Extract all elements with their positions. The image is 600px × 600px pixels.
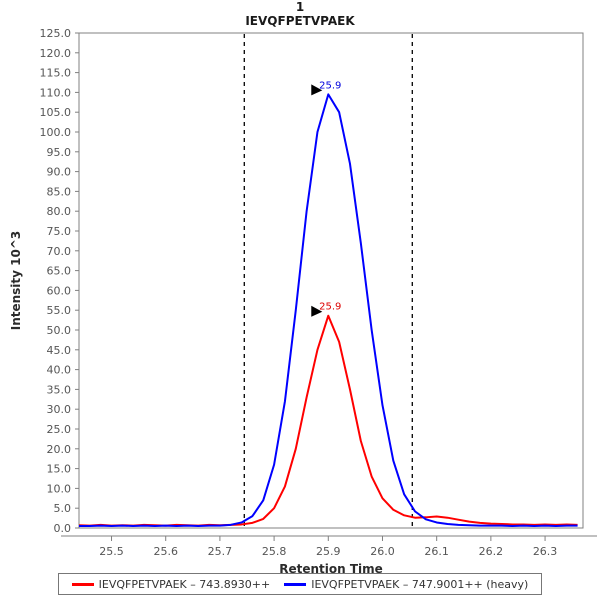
legend-entry[interactable]: IEVQFPETVPAEK – 743.8930++ bbox=[71, 577, 271, 591]
series-line-heavy[interactable] bbox=[79, 93, 578, 528]
y-axis-tick-label: 80.0 bbox=[47, 205, 72, 218]
red-peak-label: 25.9 bbox=[319, 302, 341, 313]
y-axis-tick-label: 5.0 bbox=[54, 502, 72, 515]
x-axis-tick-label: 26.0 bbox=[370, 545, 395, 558]
x-axis-tick-label: 25.7 bbox=[208, 545, 233, 558]
y-axis-tick-label: 125.0 bbox=[40, 27, 72, 40]
legend-color-swatch bbox=[284, 582, 307, 586]
x-axis-tick-label: 25.9 bbox=[316, 545, 341, 558]
y-axis-tick-label: 0.0 bbox=[54, 522, 72, 535]
y-axis-tick-label: 55.0 bbox=[47, 304, 72, 317]
y-axis-tick-label: 115.0 bbox=[40, 67, 72, 80]
y-axis-tick-label: 15.0 bbox=[47, 463, 72, 476]
y-axis-title: Intensity 10^3 bbox=[9, 231, 23, 331]
y-axis-tick-label: 95.0 bbox=[47, 146, 72, 159]
y-axis-tick-label: 25.0 bbox=[47, 423, 72, 436]
y-axis-tick-label: 30.0 bbox=[47, 403, 72, 416]
y-axis-tick-label: 65.0 bbox=[47, 265, 72, 278]
page-title: IEVQFPETVPAEK bbox=[245, 13, 355, 28]
plot-area-frame bbox=[78, 32, 584, 529]
y-axis-tick-label: 40.0 bbox=[47, 364, 72, 377]
x-axis-tick-label: 25.8 bbox=[262, 545, 287, 558]
y-axis-tick-label: 90.0 bbox=[47, 166, 72, 179]
y-axis-tick-label: 110.0 bbox=[40, 86, 72, 99]
y-axis-tick-label: 60.0 bbox=[47, 284, 72, 297]
x-axis-tick-label: 26.2 bbox=[479, 545, 504, 558]
y-axis-tick-label: 20.0 bbox=[47, 443, 72, 456]
x-axis-tick-label: 25.5 bbox=[99, 545, 124, 558]
legend-entry[interactable]: IEVQFPETVPAEK – 747.9001++ (heavy) bbox=[284, 578, 528, 591]
blue-peak-label: 25.9 bbox=[319, 80, 341, 91]
red-peak-arrow-icon bbox=[311, 305, 323, 317]
y-axis-tick-label: 35.0 bbox=[47, 383, 72, 396]
y-axis-tick-label: 50.0 bbox=[47, 324, 72, 337]
y-axis-tick-label: 70.0 bbox=[47, 245, 72, 258]
legend-label: IEVQFPETVPAEK – 743.8930++ bbox=[98, 577, 271, 591]
y-axis-tick-label: 105.0 bbox=[40, 106, 72, 119]
chart-legend: IEVQFPETVPAEK – 743.8930++ IEVQFPETVPAEK … bbox=[58, 573, 542, 595]
legend-label: IEVQFPETVPAEK – 747.9001++ (heavy) bbox=[311, 577, 529, 591]
blue-peak-arrow-icon bbox=[311, 84, 323, 96]
chart-index-label: 1 bbox=[295, 0, 305, 14]
x-axis-tick-label: 26.3 bbox=[533, 545, 558, 558]
y-axis-tick-label: 45.0 bbox=[47, 344, 72, 357]
chart-title-block: 1 IEVQFPETVPAEK bbox=[0, 0, 600, 27]
y-axis-tick-label: 120.0 bbox=[40, 47, 72, 60]
y-axis-tick-label: 85.0 bbox=[47, 185, 72, 198]
x-axis-tick-label: 26.1 bbox=[424, 545, 449, 558]
y-axis-tick-label: 75.0 bbox=[47, 225, 72, 238]
x-axis-tick-label: 25.6 bbox=[153, 545, 178, 558]
y-axis-tick-label: 100.0 bbox=[40, 126, 72, 139]
y-axis-tick-label: 10.0 bbox=[47, 482, 72, 495]
legend-color-swatch bbox=[71, 582, 94, 586]
x-axis-title: Retention Time bbox=[279, 562, 383, 576]
